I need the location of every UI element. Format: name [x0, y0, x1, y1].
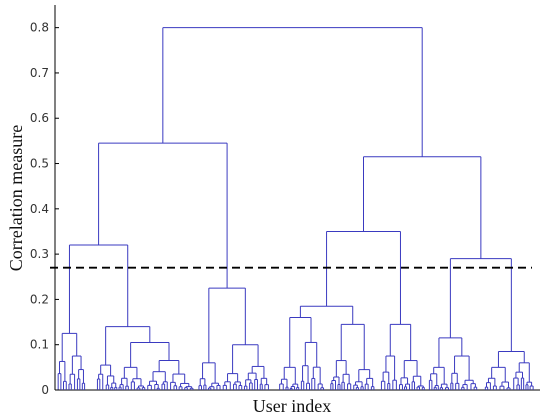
y-tick-label: 0 [41, 383, 49, 397]
y-tick-label: 0.8 [30, 21, 49, 35]
y-tick-label: 0.4 [30, 202, 49, 216]
y-axis-ticks: 0 0.1 0.2 0.3 0.4 0.5 0.6 0.7 0.8 [30, 21, 59, 397]
y-tick-label: 0.7 [30, 66, 49, 80]
y-tick-label: 0.3 [30, 247, 49, 261]
dendrogram-links [57, 27, 534, 390]
y-tick-label: 0.2 [30, 292, 49, 306]
y-tick-label: 0.6 [30, 111, 49, 125]
y-tick-label: 0.1 [30, 338, 49, 352]
x-axis-label: User index [253, 396, 331, 416]
y-axis-label: Correlation measure [6, 125, 26, 271]
y-tick-label: 0.5 [30, 157, 49, 171]
plot-frame [54, 5, 540, 391]
